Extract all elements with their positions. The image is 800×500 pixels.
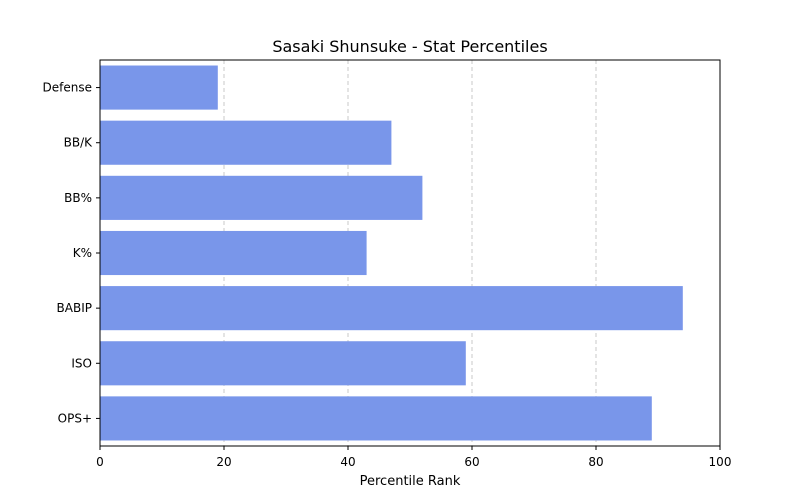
y-axis-ticks: OPS+ ISO BABIP K% BB% BB/K Defense (43, 81, 100, 425)
bar-defense (100, 65, 218, 110)
x-tick-label: 0 (96, 455, 104, 469)
y-tick-label: K% (73, 246, 92, 260)
x-axis-ticks: 0 20 40 60 80 100 (96, 446, 731, 469)
bar-ops- (100, 396, 652, 441)
y-tick-label: BB/K (64, 136, 94, 150)
bar-bb-k (100, 120, 392, 165)
x-tick-label: 100 (709, 455, 732, 469)
bar-bb- (100, 175, 423, 220)
x-axis-label: Percentile Rank (360, 474, 461, 489)
bar-babip (100, 286, 683, 331)
y-tick-label: Defense (43, 81, 92, 95)
x-tick-label: 40 (340, 455, 355, 469)
x-tick-label: 80 (588, 455, 603, 469)
chart-title: Sasaki Shunsuke - Stat Percentiles (272, 37, 547, 56)
x-tick-label: 20 (216, 455, 231, 469)
y-tick-label: BABIP (57, 301, 92, 315)
y-tick-label: BB% (64, 191, 92, 205)
bar-k- (100, 230, 367, 276)
bars (100, 65, 683, 441)
y-tick-label: OPS+ (58, 411, 92, 425)
bar-iso (100, 341, 466, 386)
x-tick-label: 60 (464, 455, 479, 469)
y-tick-label: ISO (71, 356, 92, 370)
